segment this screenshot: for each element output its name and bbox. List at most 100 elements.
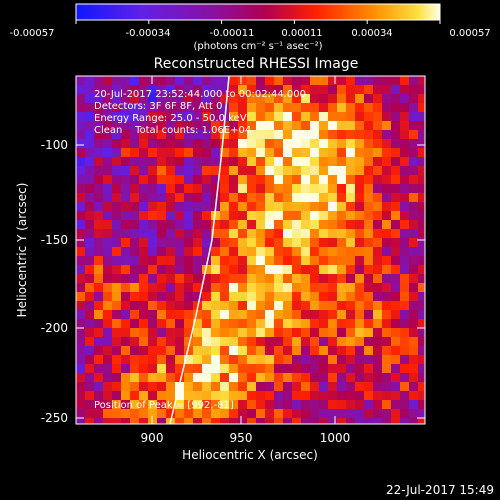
image-pixel — [148, 409, 157, 418]
image-pixel — [103, 355, 112, 364]
image-pixel — [382, 148, 391, 157]
image-pixel — [391, 130, 400, 139]
image-pixel — [121, 283, 130, 292]
image-pixel — [391, 85, 400, 94]
image-pixel — [283, 112, 292, 121]
image-pixel — [229, 130, 238, 139]
image-pixel — [346, 292, 355, 301]
image-pixel — [103, 166, 112, 175]
image-pixel — [310, 319, 319, 328]
image-pixel — [76, 112, 85, 121]
image-pixel — [103, 283, 112, 292]
image-pixel — [247, 256, 256, 265]
image-pixel — [247, 139, 256, 148]
image-pixel — [373, 220, 382, 229]
image-pixel — [166, 94, 175, 103]
image-pixel — [265, 364, 274, 373]
image-pixel — [409, 220, 418, 229]
image-pixel — [337, 310, 346, 319]
image-pixel — [382, 310, 391, 319]
image-pixel — [418, 256, 425, 265]
image-pixel — [292, 391, 301, 400]
image-pixel — [301, 274, 310, 283]
image-pixel — [337, 166, 346, 175]
image-pixel — [184, 301, 193, 310]
image-pixel — [355, 346, 364, 355]
image-pixel — [130, 175, 139, 184]
image-pixel — [310, 256, 319, 265]
image-pixel — [157, 139, 166, 148]
image-pixel — [355, 391, 364, 400]
image-pixel — [355, 76, 364, 85]
image-pixel — [373, 391, 382, 400]
image-pixel — [346, 121, 355, 130]
image-pixel — [85, 238, 94, 247]
image-pixel — [148, 337, 157, 346]
image-pixel — [220, 301, 229, 310]
image-pixel — [94, 238, 103, 247]
image-pixel — [328, 292, 337, 301]
image-pixel — [220, 139, 229, 148]
image-pixel — [256, 310, 265, 319]
image-pixel — [391, 355, 400, 364]
image-pixel — [202, 256, 211, 265]
image-pixel — [220, 328, 229, 337]
image-pixel — [310, 184, 319, 193]
image-pixel — [121, 112, 130, 121]
image-pixel — [319, 148, 328, 157]
image-pixel — [148, 139, 157, 148]
image-pixel — [382, 103, 391, 112]
image-pixel — [346, 409, 355, 418]
image-pixel — [193, 409, 202, 418]
image-pixel — [220, 85, 229, 94]
image-pixel — [157, 265, 166, 274]
image-pixel — [355, 166, 364, 175]
image-pixel — [409, 112, 418, 121]
image-pixel — [265, 373, 274, 382]
image-pixel — [202, 121, 211, 130]
image-pixel — [319, 337, 328, 346]
image-pixel — [148, 148, 157, 157]
image-pixel — [112, 301, 121, 310]
image-pixel — [211, 283, 220, 292]
image-pixel — [157, 400, 166, 409]
image-pixel — [301, 94, 310, 103]
image-pixel — [364, 400, 373, 409]
image-pixel — [283, 193, 292, 202]
image-pixel — [310, 175, 319, 184]
image-pixel — [85, 256, 94, 265]
image-pixel — [346, 148, 355, 157]
image-pixel — [85, 202, 94, 211]
image-pixel — [265, 382, 274, 391]
image-pixel — [400, 166, 409, 175]
image-pixel — [76, 310, 85, 319]
image-pixel — [418, 310, 425, 319]
image-pixel — [355, 211, 364, 220]
image-pixel — [256, 346, 265, 355]
image-pixel — [148, 265, 157, 274]
image-pixel — [166, 157, 175, 166]
image-pixel — [238, 400, 247, 409]
image-pixel — [382, 94, 391, 103]
image-pixel — [400, 391, 409, 400]
colorbar-tick-label: -0.00034 — [126, 28, 171, 39]
image-pixel — [184, 184, 193, 193]
image-pixel — [319, 409, 328, 418]
image-pixel — [175, 346, 184, 355]
image-pixel — [400, 274, 409, 283]
image-pixel — [364, 256, 373, 265]
image-pixel — [121, 319, 130, 328]
image-pixel — [76, 139, 85, 148]
image-pixel — [373, 166, 382, 175]
image-pixel — [121, 238, 130, 247]
image-pixel — [364, 220, 373, 229]
image-pixel — [274, 85, 283, 94]
image-pixel — [310, 274, 319, 283]
image-pixel — [166, 211, 175, 220]
image-pixel — [409, 103, 418, 112]
image-pixel — [103, 301, 112, 310]
image-pixel — [301, 382, 310, 391]
image-pixel — [373, 319, 382, 328]
image-pixel — [409, 139, 418, 148]
image-pixel — [184, 364, 193, 373]
